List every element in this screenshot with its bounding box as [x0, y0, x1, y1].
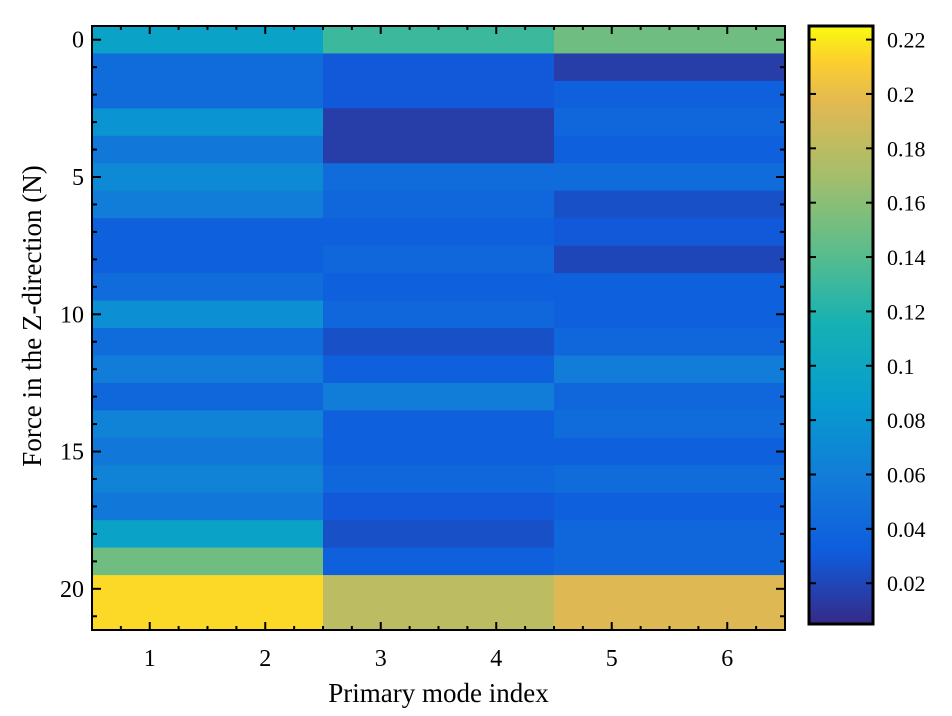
heatmap-cell [92, 26, 324, 54]
heatmap-cell [92, 602, 324, 631]
x-tick-label: 1 [144, 646, 156, 672]
heatmap-cell [92, 520, 324, 549]
x-tick-label: 3 [375, 646, 387, 672]
heatmap-cell [554, 53, 786, 82]
colorbar-tick-label: 0.16 [887, 191, 926, 216]
heatmap-cell [92, 575, 324, 604]
heatmap-cell [92, 355, 324, 384]
heatmap-cell [92, 190, 324, 219]
heatmap-cell [92, 437, 324, 466]
heatmap-cell [323, 80, 555, 109]
heatmap-cell [554, 135, 786, 164]
heatmap-cell [554, 547, 786, 576]
x-axis-title: Primary mode index [328, 678, 549, 708]
colorbar-tick-label: 0.14 [887, 245, 926, 270]
y-tick-label: 15 [60, 440, 84, 466]
colorbar-tick-label: 0.22 [887, 28, 926, 53]
heatmap-cell [92, 547, 324, 576]
x-tick-label: 2 [259, 646, 271, 672]
heatmap-cell [92, 245, 324, 274]
heatmap-cell [323, 575, 555, 604]
heatmap-cell [323, 492, 555, 521]
x-tick-label: 4 [490, 646, 502, 672]
heatmap-cell [554, 218, 786, 247]
heatmap-cell [323, 602, 555, 631]
heatmap-cell [92, 135, 324, 164]
axis-ticks [91, 26, 786, 630]
y-tick-label: 20 [60, 577, 84, 603]
heatmap-cell [554, 163, 786, 192]
heatmap-cell [554, 410, 786, 439]
heatmap-cell [554, 26, 786, 54]
heatmap-cell [554, 273, 786, 302]
heatmap-cell [323, 328, 555, 356]
colorbar-tick-label: 0.04 [887, 517, 926, 542]
heatmap-cell [554, 108, 786, 137]
heatmap-cell [323, 26, 555, 54]
heatmap-cell [323, 190, 555, 219]
colorbar [809, 26, 873, 624]
heatmap-cell [554, 190, 786, 219]
heatmap-cell [323, 108, 555, 137]
y-tick-label: 0 [72, 28, 84, 54]
colorbar-tick-label: 0.1 [887, 354, 915, 379]
colorbar-tick-label: 0.18 [887, 136, 926, 161]
heatmap-cell [554, 437, 786, 466]
heatmap-cell [554, 245, 786, 274]
x-tick-label: 6 [721, 646, 733, 672]
heatmap-cell [92, 410, 324, 439]
colorbar-tick-label: 0.08 [887, 408, 926, 433]
heatmap-cell [323, 245, 555, 274]
colorbar-tick-label: 0.2 [887, 82, 915, 107]
heatmap-cell [554, 602, 786, 631]
colorbar-tick-label: 0.06 [887, 463, 926, 488]
heatmap-cell [323, 218, 555, 247]
y-tick-label: 10 [60, 302, 84, 328]
colorbar-frame [807, 24, 875, 626]
heatmap-cell [323, 465, 555, 494]
y-axis-title: Force in the Z-direction (N) [17, 165, 47, 466]
colorbar-ticks: 0.02 0.04 0.06 0.08 0.1 0.12 0.14 0.16 0.18 0.2 0.… [809, 28, 926, 596]
heatmap-cell [323, 355, 555, 384]
heatmap-cell [323, 135, 555, 164]
heatmap-cell [323, 53, 555, 82]
heatmap-cell [323, 437, 555, 466]
heatmap-cell [323, 300, 555, 329]
heatmap-cell [92, 492, 324, 521]
y-tick-label: 5 [72, 165, 84, 191]
x-tick-labels: 1 2 3 4 5 6 [144, 646, 734, 672]
heatmap-cell [92, 382, 324, 411]
heatmap-cell [92, 163, 324, 192]
heatmap-cell [554, 300, 786, 329]
heatmap-cell [554, 575, 786, 604]
heatmap-cell [92, 300, 324, 329]
colorbar-tick-label: 0.12 [887, 299, 926, 324]
heatmap-cell [554, 492, 786, 521]
heatmap-cell [554, 80, 786, 109]
heatmap-cell [554, 382, 786, 411]
heatmap-cell [554, 465, 786, 494]
heatmap-cell [92, 80, 324, 109]
y-tick-labels: 0 5 10 15 20 [60, 28, 84, 603]
heatmap-cell [554, 355, 786, 384]
heatmap-cell [323, 163, 555, 192]
heatmap-cell [92, 108, 324, 137]
heatmap-cell [554, 328, 786, 356]
heatmap-cell [323, 547, 555, 576]
x-tick-label: 5 [606, 646, 618, 672]
heatmap-cell [323, 520, 555, 549]
heatmap-cell [92, 465, 324, 494]
heatmap-cell [323, 273, 555, 302]
heatmap-cell [323, 382, 555, 411]
heatmap-cell [323, 410, 555, 439]
heatmap-cell [92, 218, 324, 247]
heatmap-cell [92, 273, 324, 302]
heatmap-cells [92, 26, 786, 631]
heatmap-cell [554, 520, 786, 549]
colorbar-tick-label: 0.02 [887, 571, 926, 596]
heatmap-cell [92, 328, 324, 356]
heatmap-cell [92, 53, 324, 82]
